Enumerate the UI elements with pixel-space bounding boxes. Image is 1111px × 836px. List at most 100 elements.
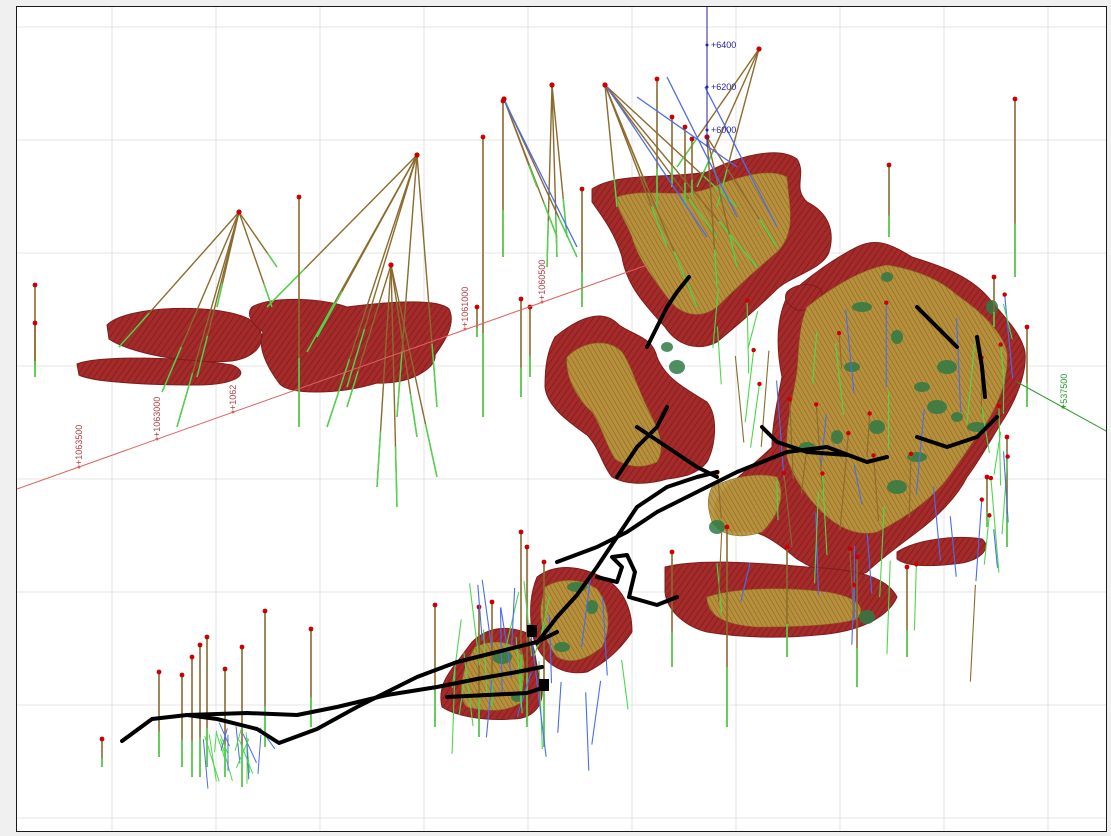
drillhole-assay-interval [346, 328, 366, 388]
drillhole-collar [988, 475, 994, 481]
orebody-red-8 [896, 537, 987, 567]
shaft-station [527, 625, 537, 637]
drillhole-collar [756, 46, 762, 52]
drillhole-assay-interval [696, 152, 714, 188]
drillhole-trace [783, 472, 793, 548]
high-grade-zone [887, 480, 907, 494]
drillhole-trace [983, 515, 990, 565]
drillhole-collar [908, 451, 914, 457]
elevation-tick-label: +6000 [711, 125, 736, 135]
drillhole-assay-interval [326, 358, 351, 428]
drillhole-collar [1012, 96, 1018, 102]
tunnel-segment [120, 665, 544, 743]
high-grade-zone [937, 360, 957, 374]
drillhole-trace [257, 734, 262, 774]
high-grade-zone [709, 520, 725, 534]
drillhole-assay-interval [176, 373, 194, 428]
drillhole-trace [886, 560, 891, 655]
northing-tick-label: +1063500 [74, 425, 84, 465]
drillhole-collar [987, 513, 992, 518]
drillhole-trace [915, 408, 925, 495]
drillhole-assay-interval [688, 198, 718, 238]
drillhole-collar [388, 262, 394, 268]
drillhole-collar [787, 397, 792, 402]
drillhole-trace [913, 564, 917, 631]
drillhole-traces [32, 46, 1030, 789]
drillhole-collar [871, 453, 876, 458]
drillhole-trace [242, 733, 257, 764]
tunnel-segment [445, 685, 547, 699]
drillhole-collar [886, 162, 892, 168]
tunnel-segment [185, 630, 559, 745]
drillhole-collar [751, 347, 756, 353]
elevation-tick-label: +6400 [711, 40, 736, 50]
tunnel-segment [975, 335, 987, 399]
drillhole-trace [220, 728, 228, 751]
orebody-red-1 [106, 307, 263, 363]
drillhole-collar [156, 669, 162, 675]
drillhole-trace [621, 659, 629, 710]
drillhole-trace [839, 433, 849, 531]
drillhole-assay-interval [196, 335, 209, 378]
drillhole-trace [747, 310, 759, 349]
drillhole-assay-interval [306, 302, 336, 353]
underground-workings [120, 275, 999, 745]
drillhole-trace [776, 380, 785, 480]
drillhole-collar [979, 497, 984, 502]
3d-model-viewport[interactable]: +1063500 +1063000 +1062 +1061000 +1060500 +64… [17, 7, 1107, 832]
drillhole-collar [996, 403, 1002, 409]
drillhole-trace [845, 309, 855, 394]
drillhole-collar [669, 549, 675, 555]
drillhole-trace [208, 734, 217, 782]
drillhole-collar [204, 634, 210, 640]
drillhole-assay-interval [431, 343, 438, 408]
drillhole-trace [853, 464, 863, 505]
drillhole-trace [716, 326, 722, 385]
drillhole-trace [975, 499, 983, 582]
drillhole-trace [866, 413, 871, 457]
drillhole-trace [219, 734, 229, 756]
drillhole-trace [812, 332, 818, 384]
drillhole-trace [1004, 294, 1014, 378]
drillhole-trace-blue [606, 86, 708, 238]
drillhole-trace [717, 530, 723, 603]
drillhole-trace [820, 414, 827, 468]
drillhole-collar [904, 564, 910, 570]
drillhole-collar [236, 209, 242, 215]
drillhole-trace [1002, 451, 1009, 523]
elevation-tick [705, 128, 709, 132]
drillhole-trace [481, 579, 493, 648]
northing-tick [155, 437, 159, 441]
drillhole-trace [789, 399, 794, 479]
drillhole-assay-interval [713, 249, 718, 288]
drillhole-assay-interval [728, 234, 738, 268]
drillhole-collar [179, 672, 185, 678]
northing-tick [540, 300, 544, 304]
drillhole-collar [991, 274, 997, 280]
high-grade-zone [844, 362, 860, 372]
elevation-tick [705, 43, 709, 47]
coordinate-axes: +1063500 +1063000 +1062 +1061000 +1060500 +64… [17, 7, 1106, 490]
easting-tick-label: +537500 [1059, 374, 1069, 409]
high-grade-zone [951, 412, 963, 422]
drillhole-trace-blue [636, 96, 738, 168]
high-grade-zone [881, 272, 893, 282]
drillhole-collar [724, 524, 730, 530]
drillhole-trace [800, 449, 808, 494]
drillhole-collar [296, 194, 302, 200]
drillhole-trace [990, 478, 1000, 573]
drillhole-collar [851, 582, 857, 588]
drillhole-collar [239, 644, 245, 650]
drillhole-collar [689, 136, 695, 142]
high-grade-zone [927, 400, 947, 414]
northing-tick-label: +1063000 [152, 397, 162, 437]
high-grade-zone [669, 360, 685, 374]
drillhole-trace [238, 739, 254, 775]
drillhole-trace [760, 350, 770, 447]
high-grade-zone [661, 342, 673, 352]
drillhole-trace [955, 318, 962, 413]
drillhole-collar [549, 82, 555, 88]
drillhole-collar [984, 474, 990, 480]
drillhole-collar [654, 76, 660, 82]
northing-tick [231, 410, 235, 414]
